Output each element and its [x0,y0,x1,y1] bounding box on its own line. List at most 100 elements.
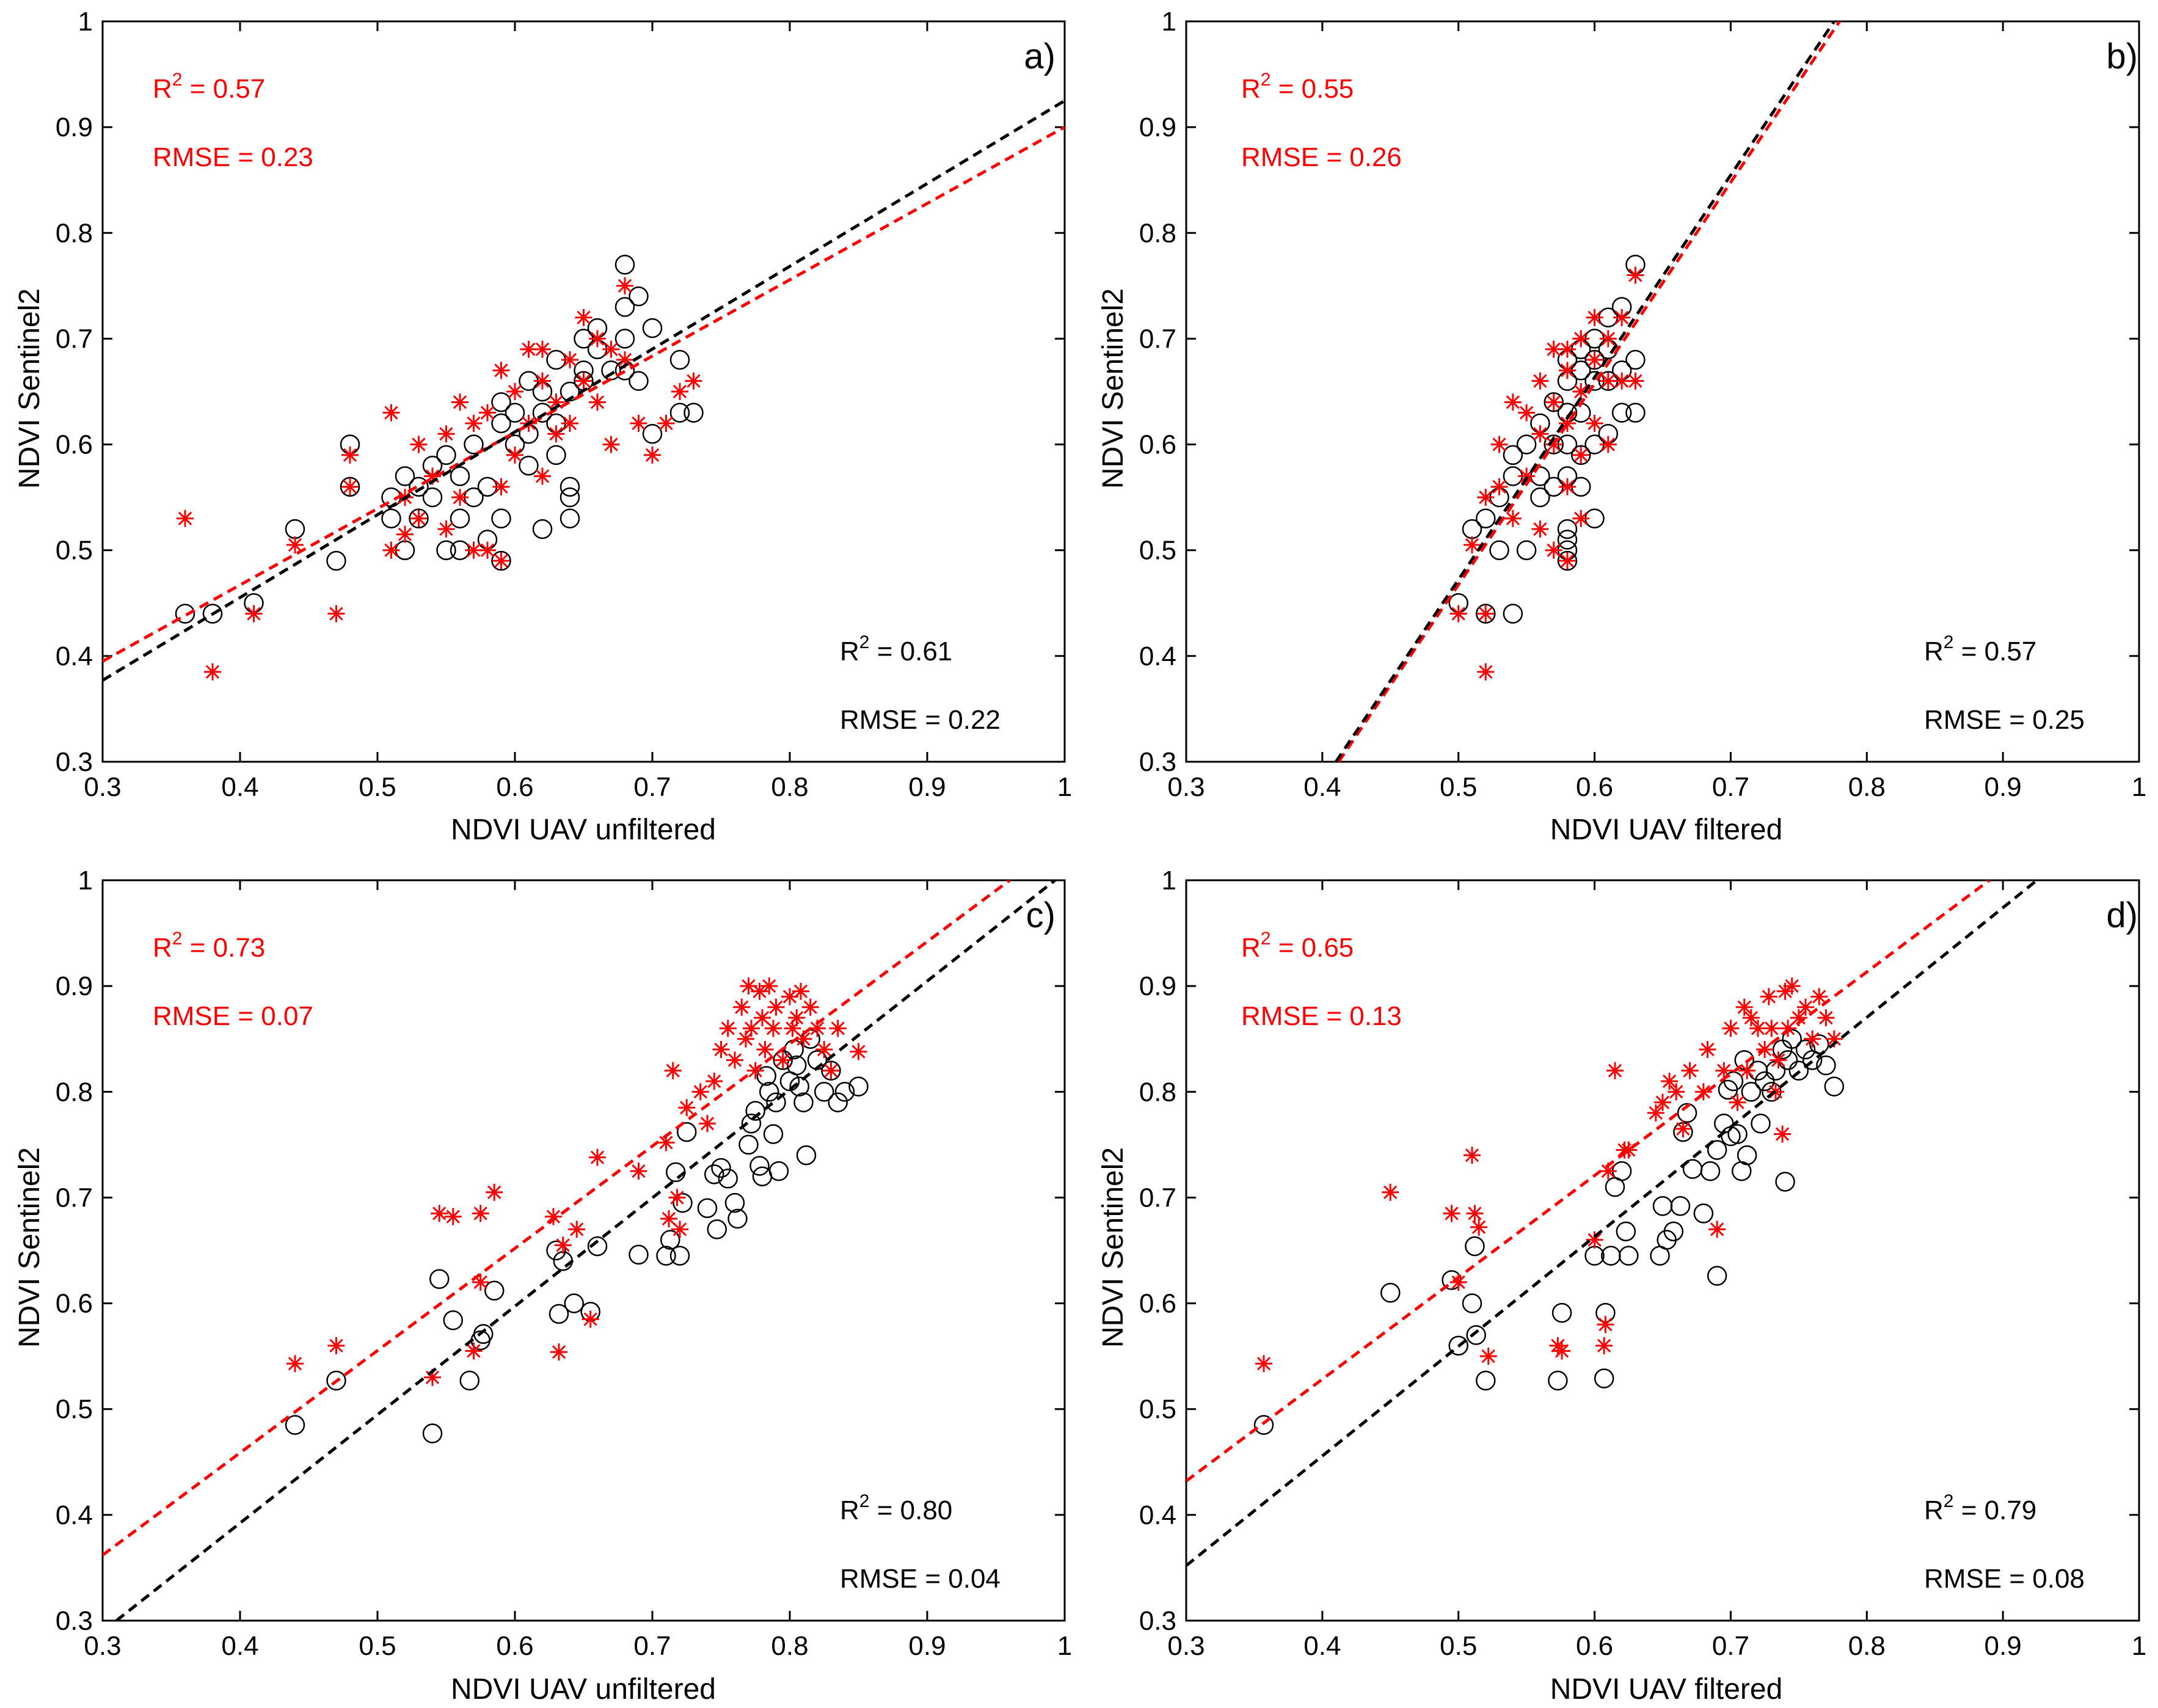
data-point-star [792,982,809,1000]
data-point-star [1699,1041,1716,1059]
axes-frame [1185,20,2140,763]
data-point-star [1470,1218,1488,1236]
r2-black-stat: R2 = 0.79 [1924,1491,2036,1525]
data-point-circle [1616,1221,1636,1242]
data-point-circle [1775,1172,1795,1192]
data-point-circle [1824,1076,1845,1097]
data-point-star [327,1337,345,1354]
data-point-circle [745,1101,765,1121]
data-point-star [1694,1083,1712,1101]
data-point-circle [1611,403,1632,423]
data-point-circle [1544,434,1564,454]
data-point-circle [491,413,511,434]
data-point-circle [642,318,663,338]
data-point-circle [202,604,223,624]
y-tick-label: 0.9 [56,971,93,1001]
data-point-star [1545,541,1562,559]
data-point-circle [409,508,429,529]
y-tick-label: 0.8 [1139,218,1176,248]
data-point-star [492,552,510,570]
data-point-star [444,1208,462,1225]
data-point-star [561,414,578,432]
data-point-star [1572,330,1590,348]
y-tick-label: 0.8 [1139,1077,1176,1107]
data-point-circle [707,1219,727,1239]
data-point-circle [484,1280,505,1301]
y-tick-label: 0.7 [56,1183,93,1213]
data-point-star [1490,478,1508,495]
data-point-circle [1677,1103,1697,1123]
data-point-star [1490,436,1508,453]
plot-area: 0.3 0.4 0.5 0.6 0.7 0.8 0.9 1 0.3 0.4 0.5 0.6 0.7 0.8… [56,866,1072,1661]
data-point-star [1586,414,1603,432]
data-point-star [472,1273,489,1291]
y-tick-label: 0.9 [56,112,93,142]
y-tick-label: 0.7 [1139,1183,1176,1213]
data-point-star [630,1162,647,1180]
data-point-circle [326,1370,346,1391]
data-point-star [660,1210,677,1228]
black-fit-line [1186,880,2038,1567]
data-point-star [341,446,359,464]
data-point-star [550,1343,567,1361]
data-point-star [815,1041,833,1059]
data-point-star [616,277,633,294]
data-point-circle [491,550,511,571]
data-point-circle [629,371,649,391]
data-point-circle [429,1269,450,1289]
data-point-circle [614,329,635,349]
data-point-circle [1700,1161,1721,1181]
data-point-star [341,478,359,495]
x-tick-label: 0.7 [633,772,671,802]
data-point-circle [673,1192,693,1213]
data-point-star [1559,478,1576,495]
y-tick-label: 0.6 [56,430,93,460]
data-point-circle [491,508,511,529]
black-fit-line [1335,21,1835,762]
data-point-star [1708,1221,1726,1238]
data-point-circle [560,487,580,508]
data-point-star [740,977,757,995]
x-tick-label: 0.3 [84,1631,121,1661]
data-point-star [1606,1062,1624,1079]
data-point-circle [1253,1415,1274,1435]
data-point-circle [1670,1196,1691,1216]
data-point-star [1770,1051,1787,1069]
data-point-circle [629,1244,649,1265]
y-tick-label: 0.8 [56,218,93,248]
r2-black-stat: R2 = 0.57 [1924,632,2036,666]
data-point-circle [697,1198,718,1218]
data-point-star [589,393,606,411]
x-tick-label: 0.6 [496,1631,533,1661]
data-point-star [1742,1009,1760,1027]
data-point-star [774,1051,792,1069]
rmse-black-stat: RMSE = 0.08 [1924,1564,2085,1594]
data-point-star [602,340,620,358]
data-point-circle [587,1236,608,1257]
data-point-star [1804,1030,1821,1048]
y-tick-label: 0.5 [1139,1395,1176,1425]
data-point-circle [1557,519,1578,539]
red-fit-line [103,125,1065,663]
axes-frame [101,879,1066,1622]
data-point-circle [614,254,635,275]
x-tick-label: 1 [1057,1631,1072,1661]
y-tick-label: 1 [78,7,93,37]
data-point-circle [1548,1370,1568,1391]
red-fit-line [1337,21,1841,762]
rmse-black-stat: RMSE = 0.25 [1924,705,2085,735]
data-point-circle [738,1134,759,1155]
data-point-star [699,1115,716,1133]
data-point-circle [629,286,649,307]
data-point-star [1654,1093,1671,1111]
data-point-star [1545,393,1562,411]
data-point-circle [1727,1124,1748,1144]
data-point-circle [422,1423,443,1443]
data-point-star [492,478,510,495]
panel-a: 0.3 0.4 0.5 0.6 0.7 0.8 0.9 1 0.3 0.4 0.5 0.6 0.7 0.8… [13,7,1072,846]
data-point-star [1255,1355,1273,1373]
data-marks [103,880,1056,1621]
data-point-circle [727,1208,748,1229]
data-point-star [204,663,221,681]
data-point-circle [1465,1236,1485,1257]
